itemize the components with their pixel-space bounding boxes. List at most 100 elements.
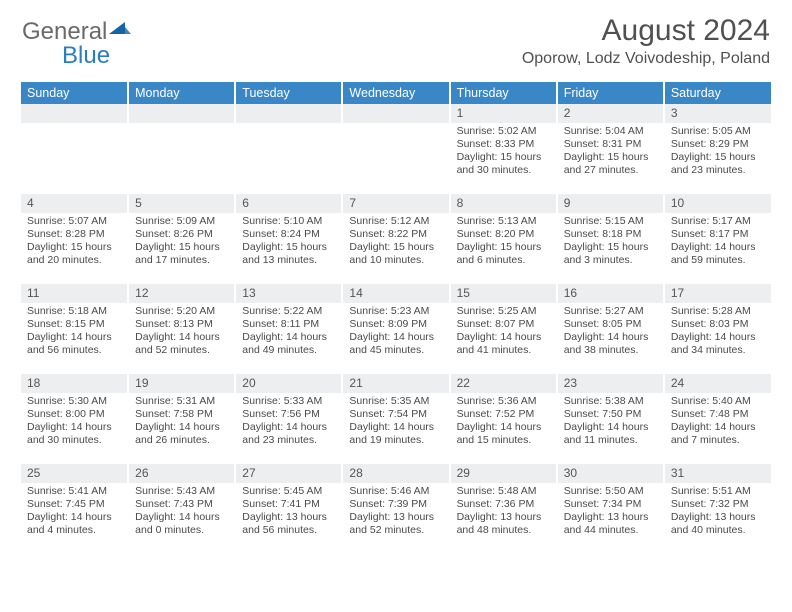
cell-line-d2: and 10 minutes. bbox=[349, 254, 442, 267]
cell-line-d1: Daylight: 14 hours bbox=[27, 511, 121, 524]
cell-line-d2: and 34 minutes. bbox=[671, 344, 765, 357]
weekday-friday: Friday bbox=[557, 82, 664, 104]
cell-line-sr: Sunrise: 5:13 AM bbox=[457, 215, 550, 228]
day-number: 13 bbox=[236, 284, 341, 303]
cell-line-ss: Sunset: 8:24 PM bbox=[242, 228, 335, 241]
weekday-header-row: SundayMondayTuesdayWednesdayThursdayFrid… bbox=[21, 82, 771, 104]
day-number: 15 bbox=[451, 284, 556, 303]
location-text: Oporow, Lodz Voivodeship, Poland bbox=[522, 50, 770, 68]
calendar-cell: 7Sunrise: 5:12 AMSunset: 8:22 PMDaylight… bbox=[342, 194, 449, 284]
weekday-sunday: Sunday bbox=[21, 82, 128, 104]
day-number: 14 bbox=[343, 284, 448, 303]
cell-line-ss: Sunset: 7:48 PM bbox=[671, 408, 765, 421]
cell-line-sr: Sunrise: 5:33 AM bbox=[242, 395, 335, 408]
cell-line-sr: Sunrise: 5:38 AM bbox=[564, 395, 657, 408]
cell-line-d1: Daylight: 14 hours bbox=[671, 241, 765, 254]
cell-line-sr: Sunrise: 5:51 AM bbox=[671, 485, 765, 498]
cell-line-d1: Daylight: 13 hours bbox=[457, 511, 550, 524]
cell-line-d2: and 56 minutes. bbox=[242, 524, 335, 537]
cell-body: Sunrise: 5:09 AMSunset: 8:26 PMDaylight:… bbox=[129, 213, 234, 274]
day-number: 19 bbox=[129, 374, 234, 393]
day-number: 2 bbox=[558, 104, 663, 123]
calendar-cell: 20Sunrise: 5:33 AMSunset: 7:56 PMDayligh… bbox=[235, 374, 342, 464]
cell-line-d1: Daylight: 14 hours bbox=[27, 421, 121, 434]
cell-line-ss: Sunset: 8:00 PM bbox=[27, 408, 121, 421]
cell-body: Sunrise: 5:15 AMSunset: 8:18 PMDaylight:… bbox=[558, 213, 663, 274]
day-number: 18 bbox=[21, 374, 127, 393]
cell-line-d2: and 13 minutes. bbox=[242, 254, 335, 267]
cell-line-d1: Daylight: 14 hours bbox=[135, 421, 228, 434]
calendar-cell: 25Sunrise: 5:41 AMSunset: 7:45 PMDayligh… bbox=[21, 464, 128, 554]
cell-line-sr: Sunrise: 5:48 AM bbox=[457, 485, 550, 498]
weekday-thursday: Thursday bbox=[450, 82, 557, 104]
cell-line-d1: Daylight: 15 hours bbox=[135, 241, 228, 254]
calendar-cell: 23Sunrise: 5:38 AMSunset: 7:50 PMDayligh… bbox=[557, 374, 664, 464]
cell-line-sr: Sunrise: 5:36 AM bbox=[457, 395, 550, 408]
calendar-week-row: 18Sunrise: 5:30 AMSunset: 8:00 PMDayligh… bbox=[21, 374, 771, 464]
cell-line-ss: Sunset: 7:50 PM bbox=[564, 408, 657, 421]
logo-triangle-icon bbox=[109, 20, 131, 34]
cell-line-sr: Sunrise: 5:15 AM bbox=[564, 215, 657, 228]
header: General Blue August 2024 Oporow, Lodz Vo… bbox=[0, 0, 792, 72]
cell-line-sr: Sunrise: 5:17 AM bbox=[671, 215, 765, 228]
cell-line-sr: Sunrise: 5:09 AM bbox=[135, 215, 228, 228]
calendar-body: 1Sunrise: 5:02 AMSunset: 8:33 PMDaylight… bbox=[21, 104, 771, 554]
calendar-cell: 1Sunrise: 5:02 AMSunset: 8:33 PMDaylight… bbox=[450, 104, 557, 194]
cell-line-ss: Sunset: 7:43 PM bbox=[135, 498, 228, 511]
calendar-cell: 15Sunrise: 5:25 AMSunset: 8:07 PMDayligh… bbox=[450, 284, 557, 374]
cell-body: Sunrise: 5:51 AMSunset: 7:32 PMDaylight:… bbox=[665, 483, 771, 544]
cell-line-sr: Sunrise: 5:45 AM bbox=[242, 485, 335, 498]
cell-line-d1: Daylight: 14 hours bbox=[242, 331, 335, 344]
cell-line-sr: Sunrise: 5:05 AM bbox=[671, 125, 765, 138]
day-number: 30 bbox=[558, 464, 663, 483]
day-number: 28 bbox=[343, 464, 448, 483]
calendar-cell: 31Sunrise: 5:51 AMSunset: 7:32 PMDayligh… bbox=[664, 464, 771, 554]
cell-line-d2: and 30 minutes. bbox=[27, 434, 121, 447]
calendar-cell: 24Sunrise: 5:40 AMSunset: 7:48 PMDayligh… bbox=[664, 374, 771, 464]
cell-line-sr: Sunrise: 5:40 AM bbox=[671, 395, 765, 408]
cell-body: Sunrise: 5:28 AMSunset: 8:03 PMDaylight:… bbox=[665, 303, 771, 364]
calendar-cell: 3Sunrise: 5:05 AMSunset: 8:29 PMDaylight… bbox=[664, 104, 771, 194]
calendar-week-row: 25Sunrise: 5:41 AMSunset: 7:45 PMDayligh… bbox=[21, 464, 771, 554]
cell-line-sr: Sunrise: 5:22 AM bbox=[242, 305, 335, 318]
cell-line-d2: and 7 minutes. bbox=[671, 434, 765, 447]
day-number: 9 bbox=[558, 194, 663, 213]
cell-line-d2: and 30 minutes. bbox=[457, 164, 550, 177]
cell-line-d2: and 4 minutes. bbox=[27, 524, 121, 537]
calendar-cell bbox=[235, 104, 342, 194]
cell-line-ss: Sunset: 7:39 PM bbox=[349, 498, 442, 511]
cell-line-d1: Daylight: 15 hours bbox=[564, 151, 657, 164]
cell-line-d2: and 20 minutes. bbox=[27, 254, 121, 267]
calendar-cell: 14Sunrise: 5:23 AMSunset: 8:09 PMDayligh… bbox=[342, 284, 449, 374]
calendar-cell: 19Sunrise: 5:31 AMSunset: 7:58 PMDayligh… bbox=[128, 374, 235, 464]
cell-body: Sunrise: 5:30 AMSunset: 8:00 PMDaylight:… bbox=[21, 393, 127, 454]
cell-line-d1: Daylight: 14 hours bbox=[671, 331, 765, 344]
cell-body: Sunrise: 5:33 AMSunset: 7:56 PMDaylight:… bbox=[236, 393, 341, 454]
day-number: 1 bbox=[451, 104, 556, 123]
cell-line-ss: Sunset: 8:26 PM bbox=[135, 228, 228, 241]
day-number: 12 bbox=[129, 284, 234, 303]
cell-line-ss: Sunset: 8:20 PM bbox=[457, 228, 550, 241]
cell-line-sr: Sunrise: 5:25 AM bbox=[457, 305, 550, 318]
day-number: 5 bbox=[129, 194, 234, 213]
cell-line-ss: Sunset: 8:18 PM bbox=[564, 228, 657, 241]
cell-body: Sunrise: 5:12 AMSunset: 8:22 PMDaylight:… bbox=[343, 213, 448, 274]
day-number bbox=[343, 104, 448, 123]
cell-line-ss: Sunset: 8:28 PM bbox=[27, 228, 121, 241]
cell-line-d2: and 56 minutes. bbox=[27, 344, 121, 357]
weekday-saturday: Saturday bbox=[664, 82, 771, 104]
day-number: 4 bbox=[21, 194, 127, 213]
cell-line-ss: Sunset: 7:36 PM bbox=[457, 498, 550, 511]
cell-line-d1: Daylight: 14 hours bbox=[564, 421, 657, 434]
cell-body: Sunrise: 5:02 AMSunset: 8:33 PMDaylight:… bbox=[451, 123, 556, 184]
cell-line-d2: and 49 minutes. bbox=[242, 344, 335, 357]
cell-line-d1: Daylight: 15 hours bbox=[457, 241, 550, 254]
cell-line-d2: and 52 minutes. bbox=[349, 524, 442, 537]
cell-body: Sunrise: 5:46 AMSunset: 7:39 PMDaylight:… bbox=[343, 483, 448, 544]
day-number: 16 bbox=[558, 284, 663, 303]
cell-line-ss: Sunset: 8:09 PM bbox=[349, 318, 442, 331]
cell-line-sr: Sunrise: 5:23 AM bbox=[349, 305, 442, 318]
cell-line-sr: Sunrise: 5:27 AM bbox=[564, 305, 657, 318]
day-number: 6 bbox=[236, 194, 341, 213]
cell-line-ss: Sunset: 8:03 PM bbox=[671, 318, 765, 331]
